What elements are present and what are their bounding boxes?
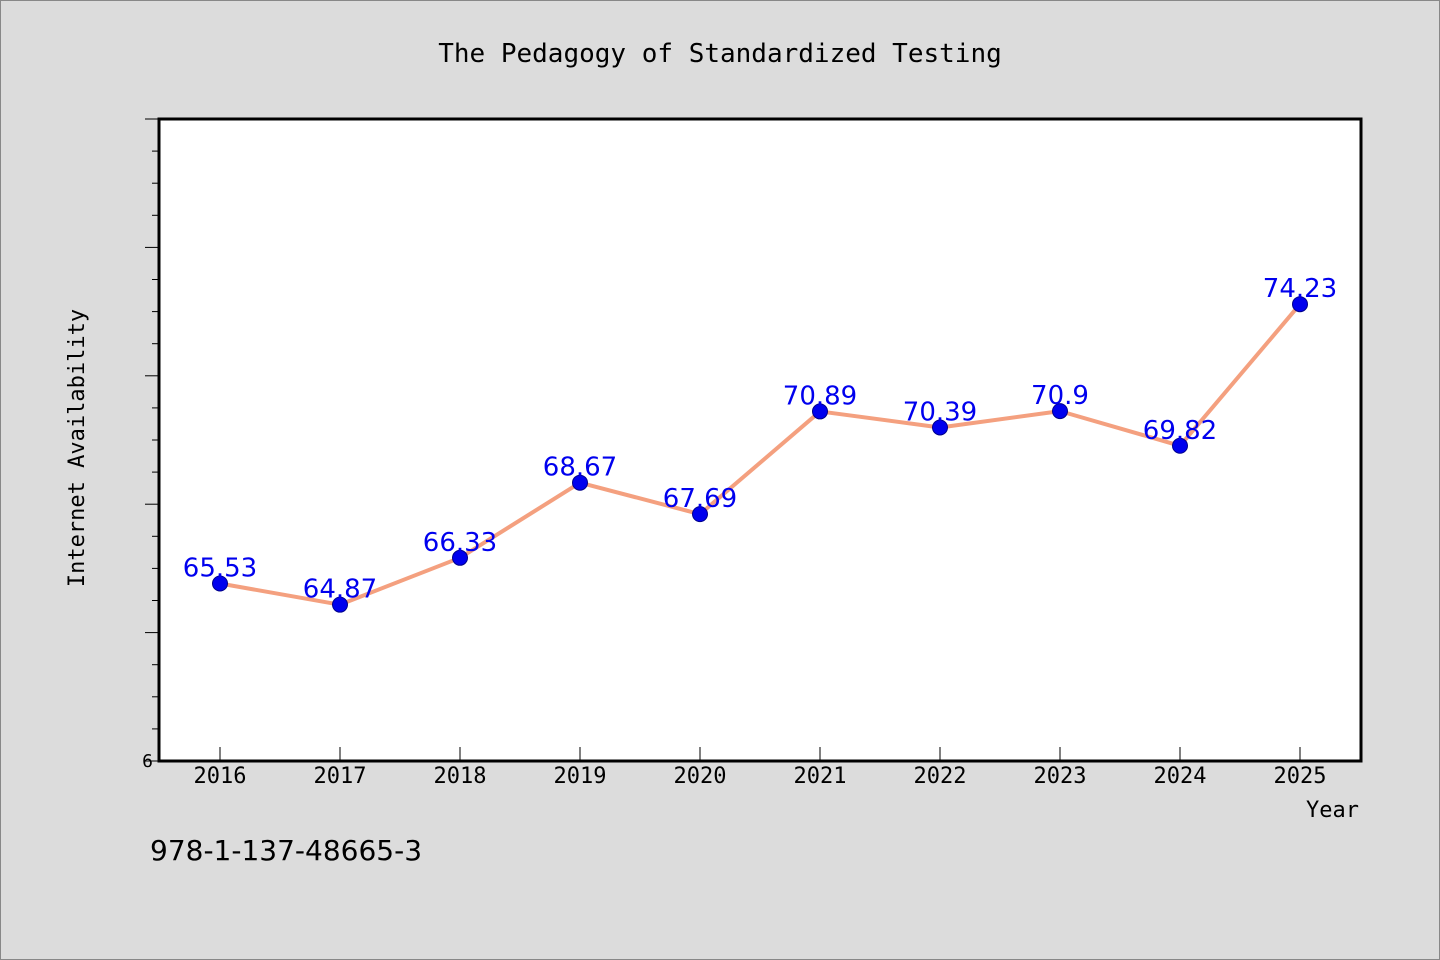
data-label: 74.23 bbox=[1263, 274, 1337, 304]
x-tick-label: 2016 bbox=[194, 764, 247, 789]
y-axis-tick-labels: 6 bbox=[142, 751, 153, 772]
data-point bbox=[1172, 437, 1188, 454]
x-axis-tick-labels: 2016 2017 2018 2019 2020 2021 2022 2023 2024 2025 bbox=[194, 764, 1327, 789]
data-label: 70.39 bbox=[903, 397, 977, 427]
series-markers bbox=[212, 296, 1308, 613]
x-tick-label: 2022 bbox=[914, 764, 967, 789]
data-point bbox=[332, 596, 348, 613]
x-tick-label: 2024 bbox=[1154, 764, 1207, 789]
y-tick-label: 6 bbox=[142, 751, 153, 772]
data-point bbox=[932, 419, 948, 436]
data-point bbox=[692, 506, 708, 523]
series-line bbox=[219, 302, 1302, 607]
data-label: 68.67 bbox=[543, 453, 617, 483]
data-label: 65.53 bbox=[183, 553, 257, 583]
data-label: 64.87 bbox=[303, 575, 377, 605]
data-point bbox=[572, 474, 588, 491]
x-tick-label: 2020 bbox=[674, 764, 727, 789]
x-tick-label: 2018 bbox=[434, 764, 487, 789]
x-tick-label: 2023 bbox=[1034, 764, 1087, 789]
x-tick-label: 2019 bbox=[554, 764, 607, 789]
data-label: 70.89 bbox=[783, 381, 857, 411]
x-axis-label: Year bbox=[1306, 798, 1359, 823]
x-axis-ticks bbox=[219, 747, 1301, 761]
data-label: 66.33 bbox=[423, 528, 497, 558]
data-labels: 65.53 64.87 66.33 68.67 67.69 70.89 70.39 70.9 6… bbox=[183, 274, 1337, 604]
data-point bbox=[812, 403, 828, 420]
data-point bbox=[1052, 403, 1068, 420]
x-tick-label: 2021 bbox=[794, 764, 847, 789]
data-label: 67.69 bbox=[663, 484, 737, 514]
data-point bbox=[1292, 296, 1308, 313]
y-axis-ticks bbox=[145, 118, 159, 762]
data-point bbox=[452, 549, 468, 566]
chart-title: The Pedagogy of Standardized Testing bbox=[438, 39, 1002, 69]
x-tick-label: 2017 bbox=[314, 764, 367, 789]
data-label: 69.82 bbox=[1143, 416, 1217, 446]
x-tick-label: 2025 bbox=[1274, 764, 1327, 789]
data-point bbox=[212, 575, 228, 592]
isbn-text: 978-1-137-48665-3 bbox=[150, 834, 423, 867]
y-axis-label: Internet Availability bbox=[65, 309, 90, 587]
data-label: 70.9 bbox=[1031, 381, 1089, 411]
